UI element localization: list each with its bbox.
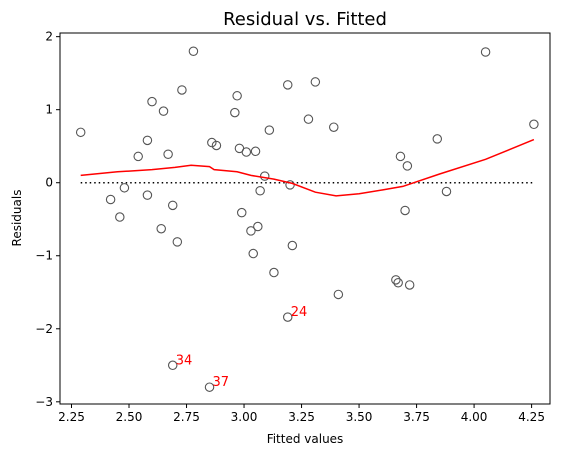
- x-tick-label: 2.25: [58, 410, 85, 424]
- x-tick-label: 2.75: [173, 410, 200, 424]
- outlier-labels: 24 34 37: [176, 305, 308, 390]
- residual-point: [230, 107, 240, 118]
- residual-point: [480, 47, 491, 57]
- outlier-label: 34: [176, 353, 193, 368]
- residual-point: [282, 312, 293, 322]
- residual-point: [264, 125, 275, 135]
- residual-point: [158, 106, 169, 116]
- x-tick-label: 3.25: [288, 410, 315, 424]
- residual-point: [255, 185, 265, 196]
- residual-point: [282, 80, 293, 90]
- residual-point: [529, 119, 539, 130]
- residual-point: [142, 135, 153, 146]
- residual-point: [259, 171, 270, 181]
- residual-point: [167, 360, 178, 371]
- residual-point: [147, 96, 157, 107]
- residual-point: [241, 147, 252, 157]
- residual-point: [310, 77, 321, 87]
- outlier-label: 37: [213, 375, 230, 390]
- x-tick-label: 3.00: [231, 410, 258, 424]
- x-tick-label: 4.00: [461, 410, 488, 424]
- y-tick-label: 0: [45, 176, 53, 190]
- outlier-label: 24: [291, 305, 308, 320]
- residual-point: [391, 275, 401, 285]
- smoother-line: [80, 138, 535, 197]
- x-axis-ticks: 2.25 2.50 2.75 3.00 3.25 3.50 3.75 4.00 4.25: [58, 404, 545, 424]
- y-axis-label: Residuals: [10, 190, 24, 247]
- y-tick-label: −1: [35, 249, 53, 263]
- residual-point: [432, 134, 443, 144]
- residual-point: [188, 46, 199, 57]
- residual-point: [232, 91, 242, 101]
- residual-point: [172, 237, 183, 247]
- residual-point: [303, 114, 314, 124]
- residual-point: [287, 240, 298, 251]
- residual-point: [156, 223, 166, 234]
- residual-point: [167, 200, 178, 211]
- x-tick-label: 4.25: [518, 410, 545, 424]
- residual-point: [329, 122, 339, 132]
- residual-point: [400, 205, 410, 216]
- residual-point: [177, 85, 187, 95]
- residual-point: [133, 151, 143, 162]
- residual-point: [119, 183, 130, 193]
- residual-point: [404, 280, 415, 290]
- residual-point: [333, 289, 344, 300]
- residual-point: [163, 149, 173, 159]
- x-tick-label: 3.50: [346, 410, 373, 424]
- x-tick-label: 2.50: [116, 410, 143, 424]
- residual-point: [253, 221, 263, 232]
- plot-frame: [59, 32, 551, 405]
- residual-point: [75, 127, 86, 138]
- residual-point: [250, 146, 261, 157]
- residual-point: [211, 140, 222, 151]
- residual-point: [441, 186, 452, 197]
- residual-point: [246, 226, 256, 236]
- residual-point: [207, 137, 217, 148]
- residual-point: [402, 161, 413, 171]
- y-tick-label: −2: [35, 322, 53, 336]
- residual-point: [142, 190, 153, 200]
- chart-title: Residual vs. Fitted: [223, 9, 387, 30]
- residual-points: [75, 46, 539, 392]
- residual-point: [236, 207, 247, 218]
- residual-point: [393, 278, 403, 288]
- y-tick-label: 2: [45, 30, 53, 44]
- y-tick-label: 1: [45, 103, 53, 117]
- residual-point: [269, 267, 279, 278]
- y-axis-ticks: −3 −2 −1 0 1 2: [35, 30, 60, 409]
- residual-point: [395, 151, 406, 162]
- residual-point: [115, 212, 125, 222]
- x-tick-label: 3.75: [403, 410, 430, 424]
- x-axis-label: Fitted values: [267, 432, 344, 446]
- residual-point: [105, 194, 116, 205]
- y-tick-label: −3: [35, 395, 53, 409]
- residual-point: [248, 248, 258, 259]
- residual-point: [204, 382, 215, 392]
